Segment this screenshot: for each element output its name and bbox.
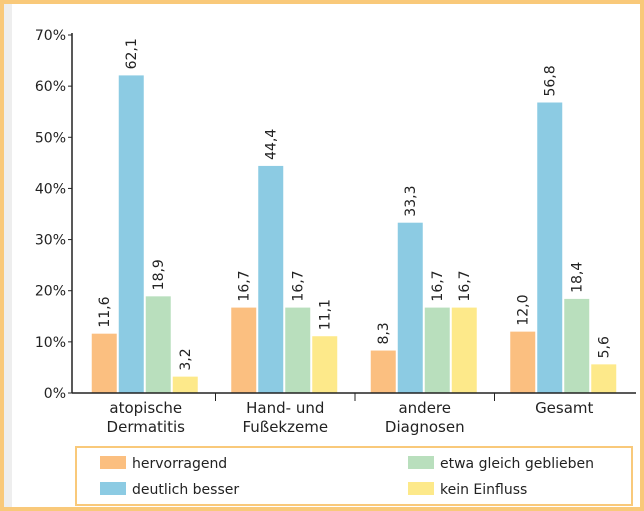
bar — [591, 364, 617, 393]
value-label: 11,6 — [97, 296, 113, 327]
value-label: 44,4 — [264, 129, 280, 160]
x-tick-label: atopische Dermatitis — [106, 399, 185, 436]
y-tick-label: 20% — [35, 284, 66, 300]
shadow — [4, 4, 12, 507]
y-tick-label: 60% — [35, 79, 66, 95]
value-label: 11,1 — [318, 299, 334, 330]
value-label: 3,2 — [178, 348, 194, 370]
value-label: 8,3 — [376, 322, 392, 344]
bar — [312, 336, 338, 393]
y-tick-label: 0% — [44, 386, 66, 402]
bar — [91, 333, 117, 393]
value-label: 62,1 — [124, 38, 140, 69]
value-label: 12,0 — [516, 294, 532, 325]
legend-label: etwa gleich geblieben — [440, 456, 594, 472]
legend-label: deutlich besser — [132, 482, 239, 498]
y-tick-label: 40% — [35, 181, 66, 197]
value-label: 56,8 — [543, 65, 559, 96]
bar — [451, 307, 477, 393]
x-tick-label: andere Diagnosen — [384, 399, 465, 436]
value-label: 16,7 — [291, 270, 307, 301]
bar — [537, 102, 563, 393]
legend-box — [75, 446, 633, 506]
legend-swatch — [408, 482, 434, 495]
value-label: 33,3 — [403, 186, 419, 217]
bar — [397, 222, 423, 393]
legend-label: hervorragend — [132, 456, 227, 472]
value-label: 16,7 — [237, 270, 253, 301]
legend-swatch — [408, 456, 434, 469]
value-label: 18,9 — [151, 259, 167, 290]
y-tick-label: 10% — [35, 335, 66, 351]
y-tick-label: 30% — [35, 233, 66, 249]
bar — [285, 307, 311, 393]
x-tick-label: Gesamt — [535, 399, 594, 417]
legend-label: kein Einfluss — [440, 482, 527, 498]
legend-swatch — [100, 482, 126, 495]
value-label: 18,4 — [570, 262, 586, 293]
bar — [118, 75, 144, 393]
y-tick-label: 70% — [35, 28, 66, 44]
value-label: 5,6 — [597, 336, 613, 358]
value-label: 16,7 — [430, 270, 446, 301]
bar — [145, 296, 171, 393]
y-tick-label: 50% — [35, 130, 66, 146]
bar — [258, 165, 284, 393]
bar — [172, 376, 198, 393]
bar — [424, 307, 450, 393]
x-tick-label: Hand- und Fußekzeme — [242, 399, 329, 436]
bar — [370, 350, 396, 393]
legend-swatch — [100, 456, 126, 469]
bar — [564, 298, 590, 393]
bar — [510, 331, 536, 393]
bar — [231, 307, 257, 393]
value-label: 16,7 — [457, 270, 473, 301]
